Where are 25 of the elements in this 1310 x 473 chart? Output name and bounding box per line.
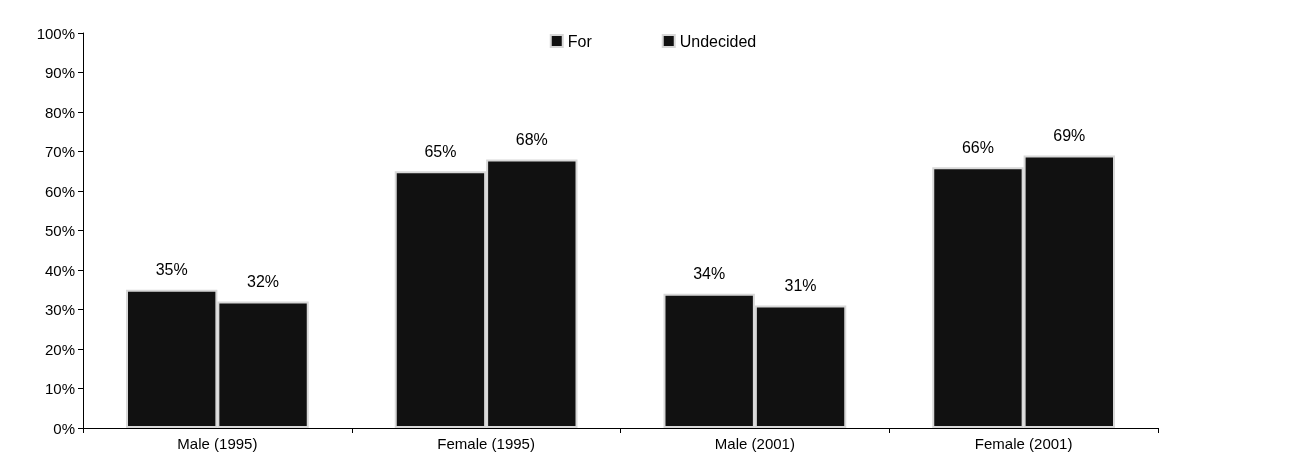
data-label: 65%	[424, 142, 457, 160]
y-tick-label: 10%	[44, 380, 75, 397]
y-tick-label: 70%	[44, 143, 75, 160]
legend-label: Undecided	[679, 32, 757, 50]
x-tick-label: Male (2001)	[714, 435, 795, 452]
data-label: 66%	[961, 138, 994, 156]
x-tick-label: Female (1995)	[437, 435, 535, 452]
y-tick-label: 90%	[44, 64, 75, 81]
y-tick-label: 20%	[44, 340, 75, 358]
data-label: 69%	[1053, 126, 1086, 144]
x-tick-label: Male (1995)	[177, 435, 258, 452]
y-tick-label: 60%	[44, 182, 75, 200]
data-label: 34%	[693, 265, 726, 283]
y-tick-label: 80%	[44, 103, 75, 121]
y-tick-label: 30%	[44, 301, 75, 318]
data-label: 68%	[515, 130, 548, 148]
legend-label: For	[567, 32, 593, 50]
y-tick-label: 50%	[44, 222, 75, 239]
x-tick-label: Female (2001)	[974, 435, 1073, 452]
data-label: 31%	[784, 277, 817, 295]
data-label: 35%	[155, 261, 188, 279]
y-tick-label: 100%	[36, 24, 75, 42]
y-tick-label: 0%	[53, 419, 75, 437]
data-label: 32%	[247, 273, 280, 291]
y-tick-label: 40%	[44, 261, 75, 279]
